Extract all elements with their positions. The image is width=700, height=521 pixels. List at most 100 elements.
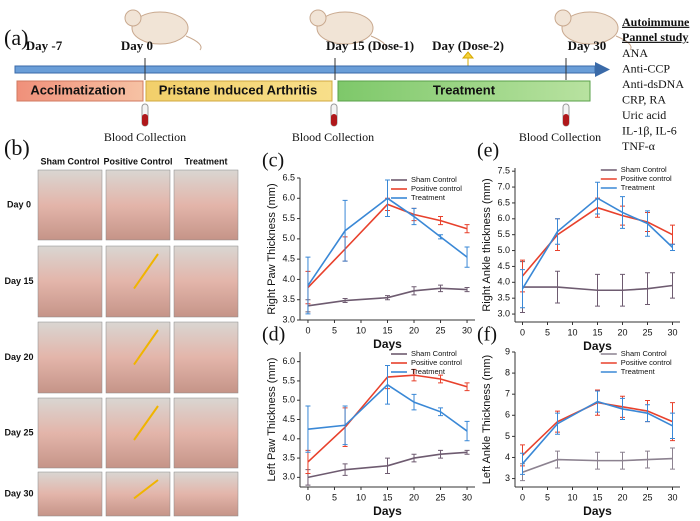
error-bar [411,393,417,411]
y-axis-label: Left Paw Thickness (mm) [266,358,278,482]
x-tick-label: 25 [642,327,652,337]
error-bar [342,199,348,262]
y-tick-label: 4.0 [282,274,295,284]
x-tick-label: 30 [462,325,472,335]
paw-photo [105,169,171,241]
paw-photo [37,245,103,318]
row-label: Day 25 [4,427,33,437]
y-tick-label: 4.5 [282,414,295,424]
error-bar [464,287,470,293]
y-tick-label: 6.0 [282,356,295,366]
x-tick-label: 0 [520,492,525,502]
paw-photo [105,471,171,517]
day-label: Day 30 [568,38,607,53]
phase-box [16,80,144,102]
y-axis-label: Left Ankle Thickness (mm) [481,355,493,484]
error-bar [385,179,390,218]
panel-a: (a) Day -7 Day 0 Day 15 (Dose-1) Day (Do… [4,9,690,153]
error-bar [411,368,417,382]
error-bar [438,234,444,240]
y-tick-label: 9 [505,346,510,356]
x-tick-label: 15 [592,327,602,337]
study-item: Uric acid [622,108,666,122]
x-tick-label: 10 [567,327,577,337]
paw-photo [37,169,103,241]
y-tick-label: 4.5 [497,261,510,271]
day-label: Day (Dose-2) [432,38,504,53]
arrow-annotation [133,329,159,366]
x-tick-label: 30 [462,492,472,502]
paw-photo [105,321,171,394]
row-label: Day 15 [4,276,33,286]
timeline-head [595,62,610,77]
column-header: Positive Control [103,156,172,166]
blood-collection: Blood Collection [519,130,601,144]
x-tick-label: 15 [592,492,602,502]
legend-label: Treatment [621,183,656,192]
phase-box [337,80,591,102]
error-bar [411,207,417,226]
error-bar [595,451,600,470]
x-tick-label: 10 [567,492,577,502]
y-axis-label: Right Ankle thickness (mm) [481,178,493,311]
legend-label: Sham Control [621,349,667,358]
error-bar [305,256,311,315]
x-tick-label: 30 [667,492,677,502]
study-item: Anti-dsDNA [622,77,684,91]
x-tick-label: 15 [382,492,392,502]
x-tick-label: 5 [332,492,337,502]
error-bar [555,450,560,469]
error-bar [645,450,650,469]
phase-label: Acclimatization [30,82,125,97]
error-bar [385,365,390,405]
x-tick-label: 25 [436,325,446,335]
error-bar [438,216,444,226]
study-title: Pannel study [622,30,688,44]
error-bar [645,272,650,306]
x-axis-label: Days [583,504,612,518]
y-tick-label: 6.0 [282,193,295,203]
error-bar [670,412,675,439]
error-bar [342,463,348,476]
legend-label: Positive control [411,358,462,367]
error-bar [620,196,625,229]
series-line [521,197,674,290]
x-tick-label: 5 [545,327,550,337]
x-tick-label: 5 [545,492,550,502]
series-line [307,451,468,479]
y-tick-label: 5.5 [497,229,510,239]
timeline-arrow [14,65,596,74]
panel-label: (d) [262,324,285,346]
study-item: TNF-α [622,139,656,153]
error-bar [342,297,348,304]
error-bar [620,451,625,470]
y-tick-label: 7 [505,389,510,399]
blood-collection: Blood Collection [104,130,186,144]
error-bar [385,295,390,301]
dose-arrow [461,51,475,66]
y-tick-label: 3.0 [282,314,295,324]
legend-label: Sham Control [621,165,667,174]
legend-label: Treatment [621,367,656,376]
error-bar [645,210,650,237]
x-tick-label: 0 [520,327,525,337]
day-label: Day -7 [26,38,63,53]
x-axis-label: Days [373,337,402,351]
panel-label: (a) [4,25,28,50]
error-bar [520,269,525,309]
y-tick-label: 3 [505,473,510,483]
row-label: Day 30 [4,488,33,498]
x-tick-label: 0 [305,325,310,335]
y-tick-label: 5.5 [282,375,295,385]
y-tick-label: 3.5 [282,452,295,462]
panel-label: (c) [262,150,284,172]
blood-collection: Blood Collection [292,130,374,144]
error-bar [555,270,560,304]
error-bar [464,382,470,392]
x-tick-label: 10 [356,492,366,502]
y-tick-label: 5.0 [497,245,510,255]
error-bar [595,390,600,413]
error-bar [385,457,390,474]
